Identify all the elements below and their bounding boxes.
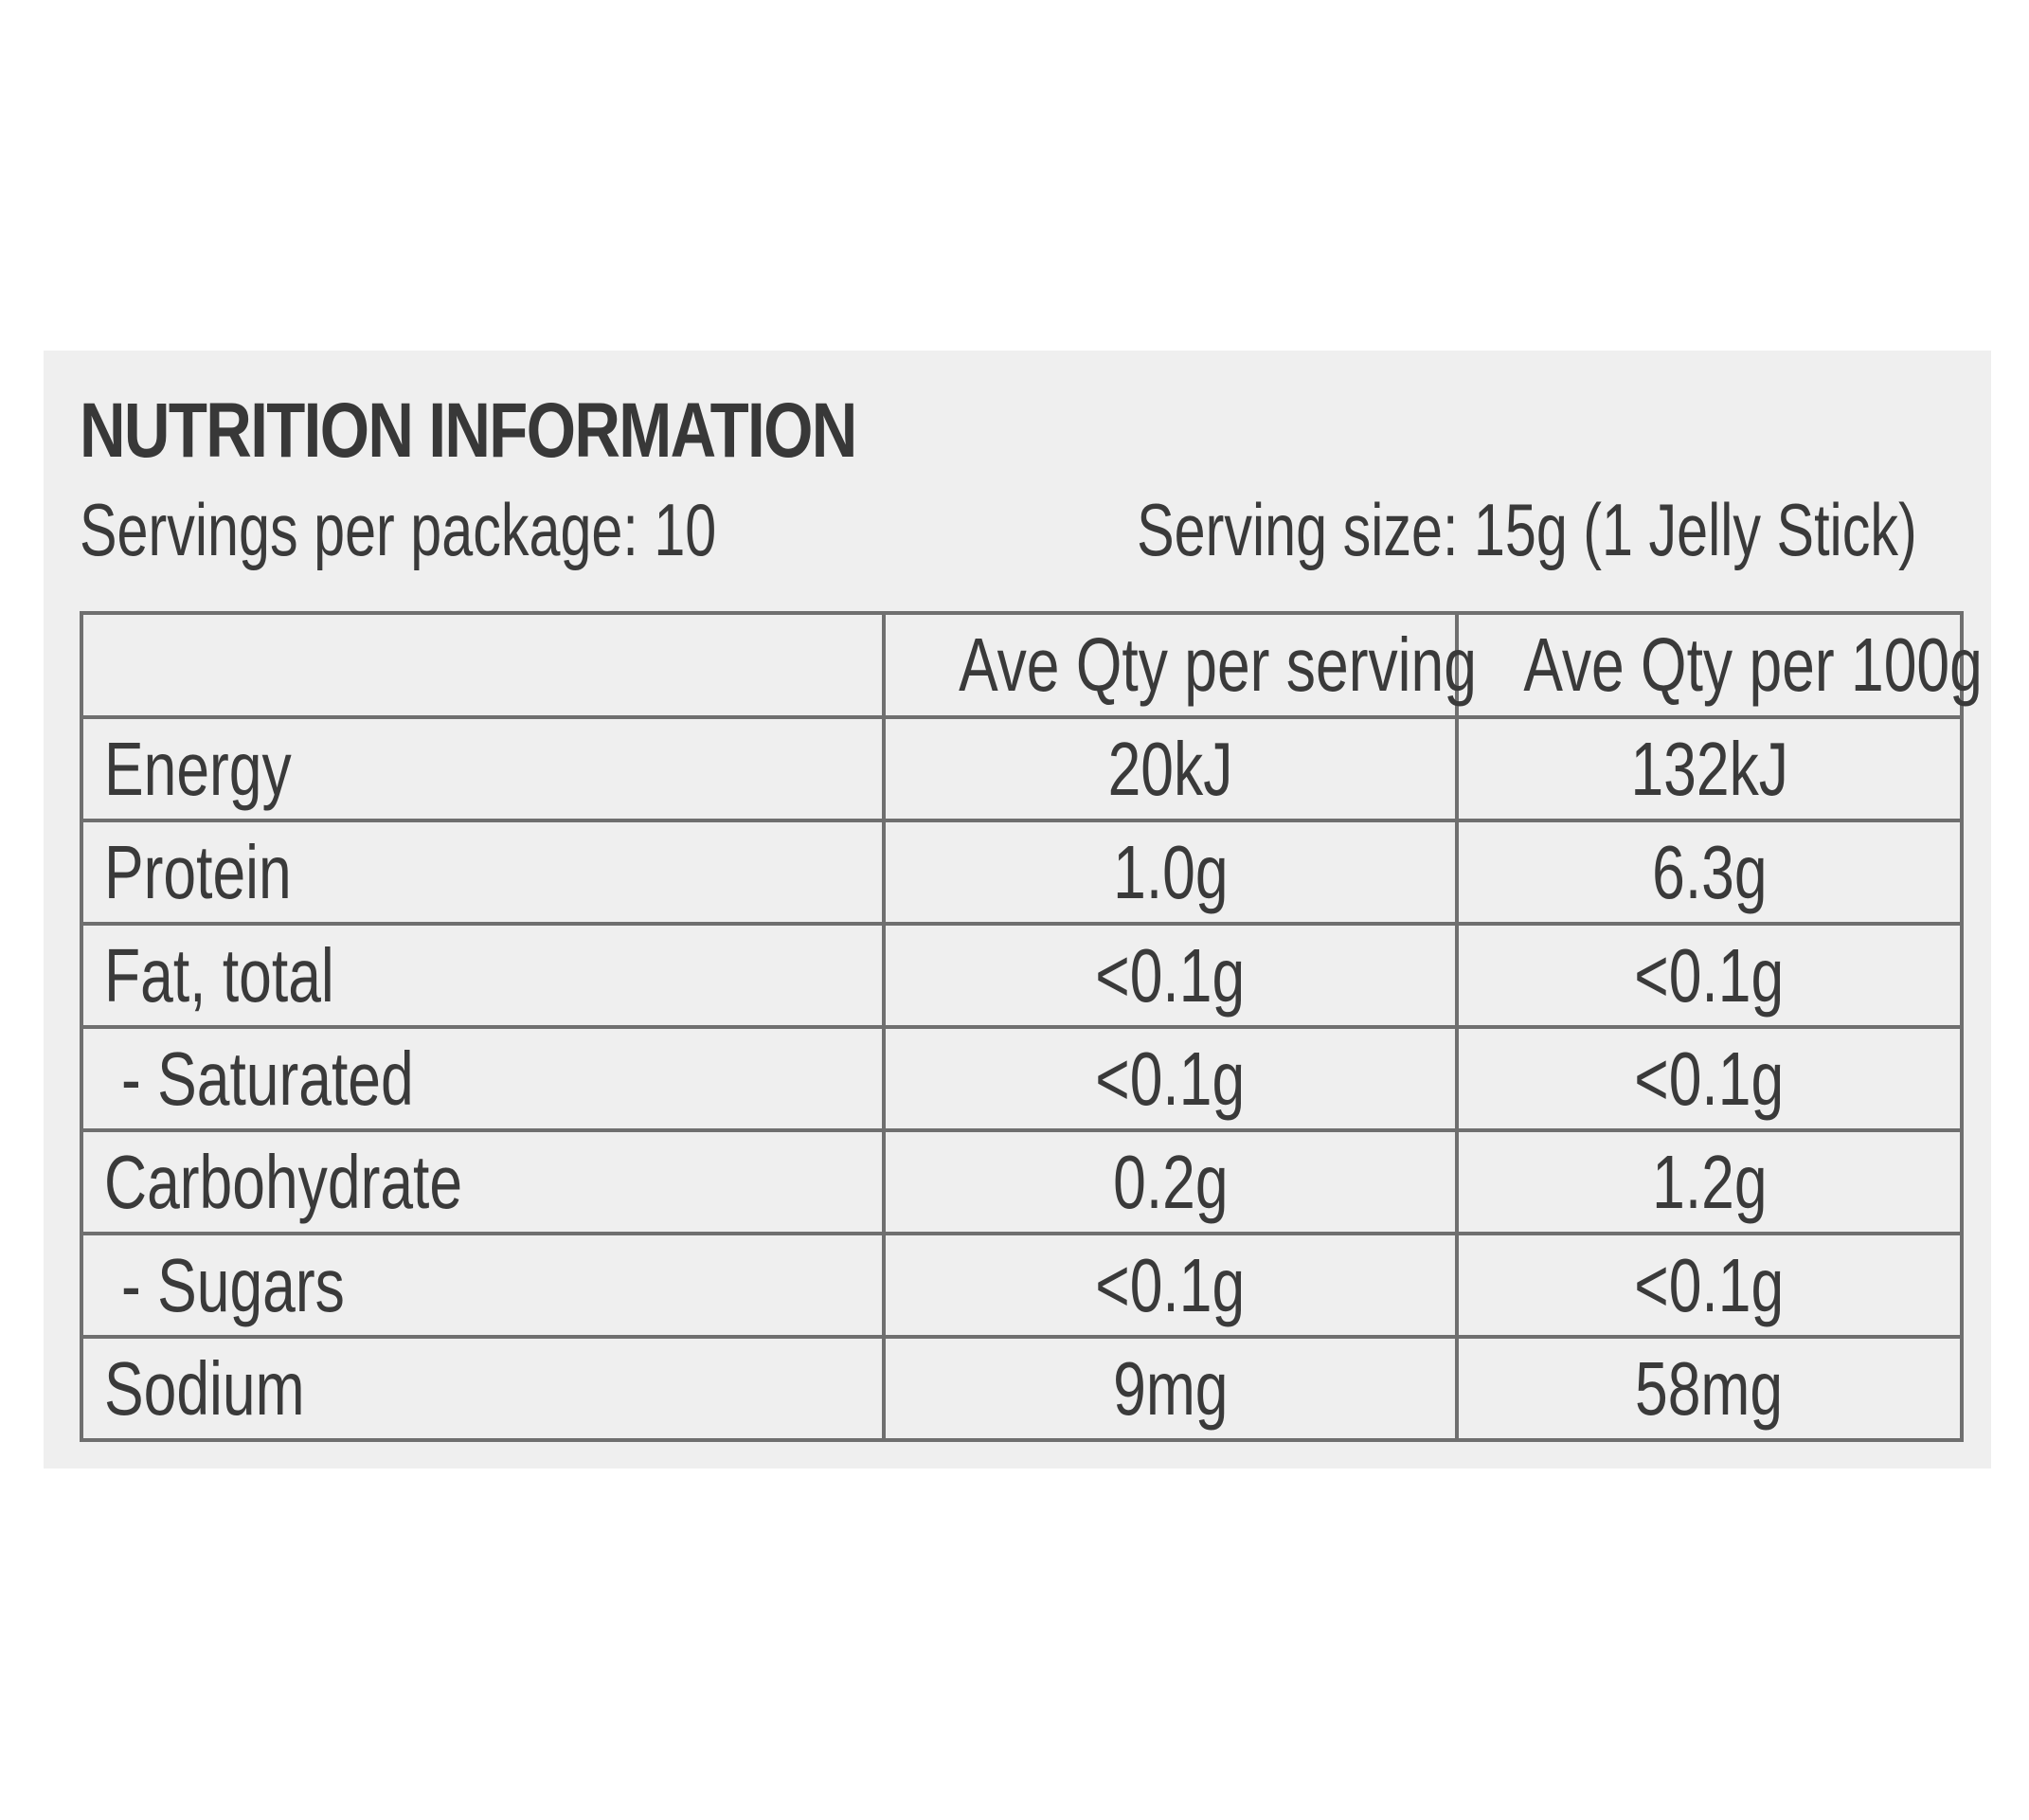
per-serving-value: 9mg: [882, 1335, 1459, 1442]
table-row: Protein 1.0g 6.3g: [80, 819, 1964, 926]
per-100g-value: <0.1g: [1455, 1232, 1964, 1339]
per-serving-value: <0.1g: [882, 922, 1459, 1029]
per-100g-value: <0.1g: [1455, 922, 1964, 1029]
nutrition-title: NUTRITION INFORMATION: [80, 387, 857, 474]
per-serving-value: 20kJ: [882, 715, 1459, 822]
servings-per-package: Servings per package: 10: [80, 488, 717, 571]
serving-size: Serving size: 15g (1 Jelly Stick): [1137, 488, 1917, 571]
header-per-serving: Ave Qty per serving: [882, 611, 1477, 719]
nutrient-label: Protein: [80, 819, 886, 926]
per-100g-value: <0.1g: [1455, 1025, 1964, 1132]
per-100g-value: 58mg: [1455, 1335, 1964, 1442]
nutrition-table: Ave Qty per serving Ave Qty per 100g Ene…: [80, 611, 1983, 1442]
per-serving-value: 1.0g: [882, 819, 1459, 926]
nutrient-label: Energy: [80, 715, 886, 822]
nutrient-label: - Sugars: [80, 1232, 886, 1339]
table-row: Sodium 9mg 58mg: [80, 1335, 1964, 1442]
table-row: Carbohydrate 0.2g 1.2g: [80, 1128, 1964, 1235]
header-nutrient: [80, 611, 886, 719]
nutrient-label: Sodium: [80, 1335, 886, 1442]
per-serving-value: 0.2g: [882, 1128, 1459, 1235]
per-100g-value: 1.2g: [1455, 1128, 1964, 1235]
per-serving-value: <0.1g: [882, 1232, 1459, 1339]
per-100g-value: 6.3g: [1455, 819, 1964, 926]
nutrient-label: Carbohydrate: [80, 1128, 886, 1235]
table-row: Fat, total <0.1g <0.1g: [80, 922, 1964, 1029]
header-per-100g: Ave Qty per 100g: [1455, 611, 1983, 719]
nutrient-label: Fat, total: [80, 922, 886, 1029]
table-row: - Sugars <0.1g <0.1g: [80, 1232, 1964, 1339]
per-100g-value: 132kJ: [1455, 715, 1964, 822]
per-serving-value: <0.1g: [882, 1025, 1459, 1132]
nutrient-label: - Saturated: [80, 1025, 886, 1132]
nutrition-panel: NUTRITION INFORMATION Servings per packa…: [44, 351, 1991, 1469]
table-row: - Saturated <0.1g <0.1g: [80, 1025, 1964, 1132]
table-header-row: Ave Qty per serving Ave Qty per 100g: [80, 611, 1983, 719]
table-row: Energy 20kJ 132kJ: [80, 715, 1964, 822]
